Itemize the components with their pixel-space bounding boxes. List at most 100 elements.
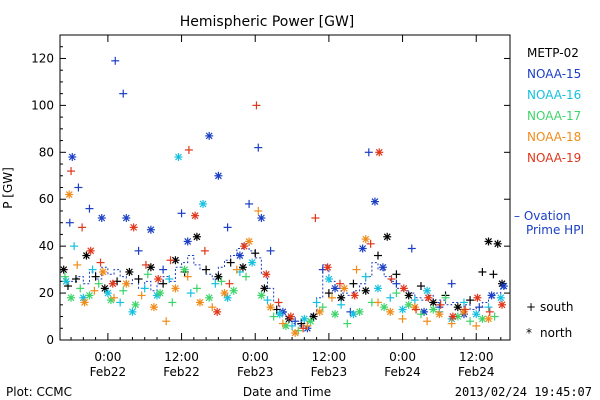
- marker-stroke: [154, 275, 162, 283]
- marker-stroke: [205, 132, 213, 140]
- south-marker: [364, 148, 373, 157]
- y-tick-label: 0: [46, 333, 54, 347]
- north-marker: [223, 293, 232, 302]
- south-marker: [192, 284, 201, 293]
- marker-stroke: [109, 280, 117, 288]
- south-marker: [223, 223, 232, 232]
- marker-stroke: [60, 266, 68, 274]
- y-tick-label: 20: [39, 286, 54, 300]
- marker-stroke: [125, 268, 133, 276]
- x-tick-sublabel: Feb23: [311, 365, 348, 379]
- x-tick-sublabel: Feb22: [90, 365, 127, 379]
- marker-stroke: [454, 303, 462, 311]
- data-markers: [59, 56, 508, 337]
- marker-stroke: [374, 284, 382, 292]
- south-marker: [311, 214, 320, 222]
- south-marker: [386, 293, 395, 302]
- north-marker: [266, 303, 275, 312]
- y-tick-label: 120: [31, 51, 54, 65]
- x-axis: 0:00Feb2212:00Feb220:00Feb2312:00Feb230:…: [70, 35, 502, 379]
- south-marker: [416, 282, 425, 291]
- marker-stroke: [230, 287, 238, 295]
- marker-stroke: [449, 313, 457, 320]
- marker-stroke: [86, 291, 93, 299]
- south-marker: [159, 279, 168, 288]
- north-marker: [205, 293, 214, 302]
- south-marker: [447, 319, 456, 328]
- marker-stroke: [331, 284, 339, 292]
- marker-stroke: [193, 233, 201, 241]
- south-marker: [407, 244, 416, 253]
- south-marker: [489, 270, 498, 279]
- marker-stroke: [316, 308, 324, 316]
- north-marker: [59, 265, 68, 274]
- marker-stroke: [300, 315, 308, 323]
- north-marker: [149, 303, 158, 312]
- marker-stroke: [310, 313, 317, 320]
- north-marker: [214, 171, 223, 180]
- south-marker: [269, 312, 278, 321]
- x-tick-sublabel: Feb23: [237, 365, 274, 379]
- plot-frame: [59, 34, 511, 341]
- marker-stroke: [171, 284, 179, 292]
- south-marker: [245, 199, 254, 208]
- south-marker: [303, 321, 312, 330]
- legend-item: NOAA-17: [527, 109, 581, 123]
- south-marker: [278, 319, 287, 328]
- marker-stroke: [474, 294, 481, 302]
- north-marker: [257, 214, 266, 222]
- marker-stroke: [423, 287, 431, 295]
- y-tick-label: 80: [39, 145, 54, 159]
- marker-stroke: [276, 310, 284, 318]
- footer-source: Plot: CCMC: [6, 385, 72, 399]
- marker-stroke: [171, 256, 179, 264]
- north-marker: [398, 305, 407, 314]
- south-marker: [318, 303, 327, 312]
- north-marker: [350, 291, 359, 300]
- north-marker: [435, 310, 444, 319]
- north-marker: [423, 286, 432, 295]
- south-marker: [297, 319, 306, 328]
- south-marker: [392, 289, 401, 298]
- south-marker: [254, 143, 263, 152]
- marker-stroke: [379, 263, 387, 271]
- north-marker: [260, 284, 269, 293]
- south-marker: [200, 246, 209, 255]
- south-marker: [91, 272, 100, 281]
- marker-stroke: [87, 247, 95, 255]
- north-marker: [404, 300, 413, 309]
- marker-stroke: [331, 310, 339, 318]
- marker-stroke: [500, 282, 508, 290]
- marker-stroke: [181, 266, 189, 274]
- north-marker: [358, 244, 367, 253]
- marker-stroke: [199, 200, 207, 208]
- marker-stroke: [485, 238, 492, 245]
- north-marker: [355, 307, 364, 316]
- marker-stroke: [424, 294, 432, 302]
- south-marker: [343, 319, 352, 328]
- marker-stroke: [386, 308, 394, 316]
- south-marker: [70, 242, 79, 251]
- south-marker: [211, 279, 220, 288]
- north-marker: [122, 214, 131, 222]
- marker-stroke: [248, 259, 256, 267]
- south-marker: [349, 279, 358, 288]
- north-marker: [493, 239, 502, 248]
- south-marker: [177, 209, 186, 218]
- marker-stroke: [478, 315, 486, 323]
- north-marker: [131, 300, 140, 309]
- legend-item: NOAA-15: [527, 67, 581, 81]
- north-marker: [248, 258, 257, 267]
- south-marker: [119, 89, 128, 98]
- north-marker: [68, 153, 77, 161]
- north-marker: [62, 277, 71, 286]
- marker-stroke: [175, 153, 182, 161]
- south-marker: [165, 275, 174, 283]
- marker-stroke: [371, 198, 379, 206]
- marker-stroke: [184, 238, 192, 245]
- legend-item: METP-02: [527, 46, 579, 60]
- south-marker: [490, 312, 499, 321]
- south-marker: [466, 317, 475, 326]
- north-marker: [383, 232, 392, 241]
- south-marker: [134, 275, 143, 283]
